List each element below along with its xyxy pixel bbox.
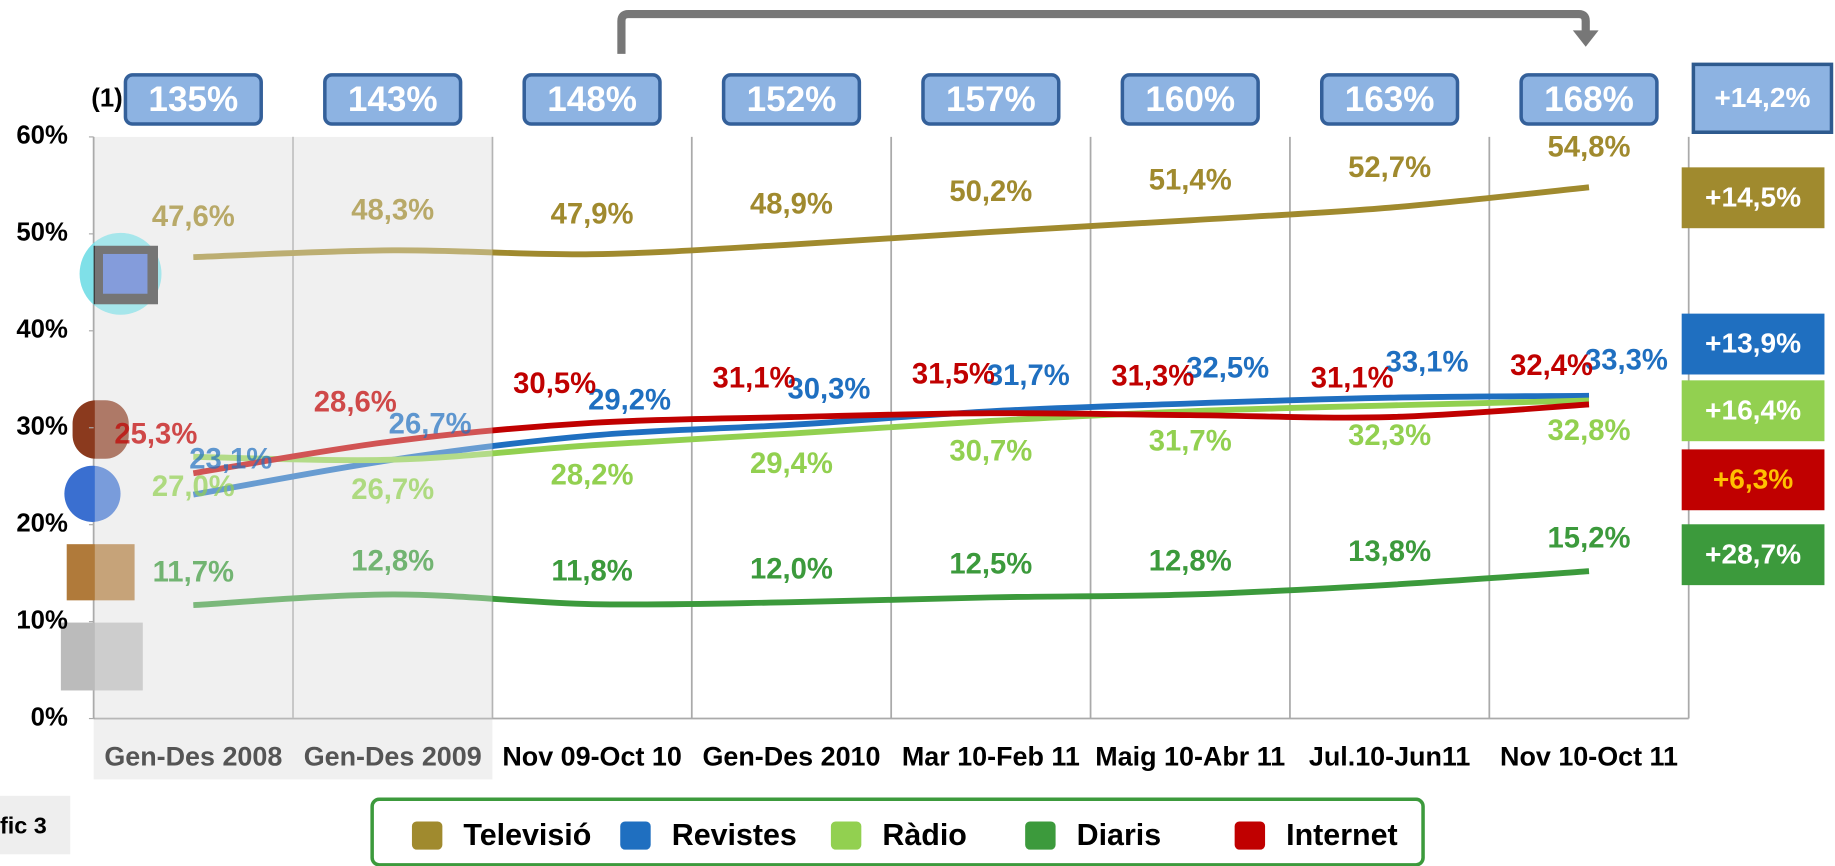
x-tick-label: Gen-Des 2010 <box>702 741 880 771</box>
data-label: 31,1% <box>713 362 796 394</box>
x-tick-label: Gen-Des 2008 <box>104 741 282 771</box>
data-label: 27,0% <box>152 471 235 503</box>
x-tick-label: Mar 10-Feb 11 <box>902 741 1080 771</box>
data-label: 11,8% <box>551 555 632 587</box>
y-tick-label: 40% <box>16 316 68 344</box>
legend-label: Revistes <box>672 818 797 852</box>
data-label: 30,7% <box>949 435 1032 467</box>
chart: (1) fic 3 0% 10% 20% 30% 40% 50% 60% Gen-Des 20… <box>0 0 1835 866</box>
change-label: +13,9% <box>1705 328 1801 359</box>
data-label: 12,8% <box>1149 546 1232 578</box>
legend-label: Ràdio <box>882 818 966 852</box>
data-label: 31,5% <box>912 358 995 390</box>
change-label: +28,7% <box>1705 538 1801 569</box>
index-label: 168% <box>1544 80 1634 119</box>
data-label: 15,2% <box>1548 522 1631 554</box>
data-label: 26,7% <box>389 409 472 441</box>
figure-label: fic 3 <box>0 813 47 839</box>
index-label: 148% <box>547 80 637 119</box>
data-label: 48,9% <box>750 189 833 221</box>
data-label: 47,6% <box>152 201 235 233</box>
change-label: +16,4% <box>1705 394 1801 425</box>
data-label: 31,7% <box>1149 426 1232 458</box>
legend-swatch <box>1235 822 1265 850</box>
data-label: 33,3% <box>1585 345 1668 377</box>
data-label: 32,8% <box>1548 415 1631 447</box>
change-label: +6,3% <box>1713 463 1793 494</box>
x-tick-label: Gen-Des 2009 <box>304 741 482 771</box>
index-label: 163% <box>1345 80 1435 119</box>
total-change-label: +14,2% <box>1714 82 1810 113</box>
data-label: 33,1% <box>1386 346 1469 378</box>
data-label: 30,3% <box>787 374 870 406</box>
x-tick-label: Maig 10-Abr 11 <box>1095 741 1285 771</box>
change-label: +14,5% <box>1705 181 1801 212</box>
index-note: (1) <box>91 84 122 112</box>
data-label: 30,5% <box>513 368 596 400</box>
arrow-head <box>1573 30 1599 46</box>
y-tick-label: 0% <box>31 703 68 731</box>
x-tick-label: Jul.10-Jun11 <box>1309 741 1471 771</box>
index-label: 135% <box>148 80 238 119</box>
bracket-arrow <box>621 14 1585 54</box>
data-label: 31,1% <box>1311 362 1394 394</box>
data-label: 52,7% <box>1348 152 1431 184</box>
data-label: 32,5% <box>1186 352 1269 384</box>
y-tick-label: 30% <box>16 413 68 441</box>
index-label: 160% <box>1145 80 1235 119</box>
data-label: 28,6% <box>314 387 397 419</box>
index-label: 152% <box>747 80 837 119</box>
y-tick-label: 20% <box>16 509 68 537</box>
data-label: 12,8% <box>351 546 434 578</box>
legend-label: Internet <box>1286 818 1398 852</box>
index-label: 157% <box>946 80 1036 119</box>
data-label: 51,4% <box>1149 164 1232 196</box>
data-label: 47,9% <box>551 198 634 230</box>
data-label: 28,2% <box>551 460 634 492</box>
data-label: 50,2% <box>949 176 1032 208</box>
index-label: 143% <box>348 80 438 119</box>
legend-label: Televisió <box>463 818 591 852</box>
data-label: 12,0% <box>750 553 833 585</box>
data-label: 32,3% <box>1348 420 1431 452</box>
legend-swatch <box>620 822 650 850</box>
data-label: 31,3% <box>1111 360 1194 392</box>
y-tick-label: 60% <box>16 122 68 150</box>
data-label: 29,2% <box>588 384 671 416</box>
legend-swatch <box>831 822 861 850</box>
legend-swatch <box>1025 822 1055 850</box>
y-tick-label: 50% <box>16 219 68 247</box>
data-label: 48,3% <box>351 194 434 226</box>
data-label: 11,7% <box>153 556 234 588</box>
data-label: 54,8% <box>1548 131 1631 163</box>
data-label: 29,4% <box>750 448 833 480</box>
x-tick-label: Nov 10-Oct 11 <box>1500 741 1678 771</box>
legend-label: Diaris <box>1077 818 1162 852</box>
data-label: 13,8% <box>1348 536 1431 568</box>
x-tick-label: Nov 09-Oct 10 <box>502 741 681 771</box>
data-label: 31,7% <box>987 360 1070 392</box>
data-label: 32,4% <box>1510 350 1593 382</box>
legend-swatch <box>412 822 442 850</box>
y-tick-label: 10% <box>16 606 68 634</box>
data-label: 25,3% <box>114 419 197 451</box>
data-label: 26,7% <box>351 474 434 506</box>
data-label: 12,5% <box>949 549 1032 581</box>
